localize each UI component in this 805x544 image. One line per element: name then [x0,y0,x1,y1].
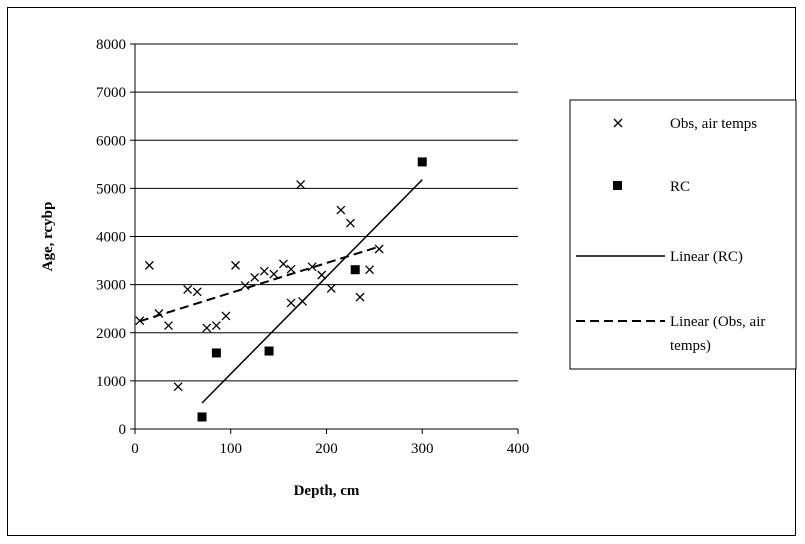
obs-air-temps-point [231,260,240,270]
y-axis-title: Age, rcybp [40,202,56,272]
legend-label: Linear (RC) [670,249,743,265]
y-tick-label: 3000 [96,278,126,294]
trendline-obs [139,245,380,323]
rc-point [197,412,207,422]
gridlines [135,43,518,382]
x-tick-label: 400 [507,441,530,457]
x-tick-label: 0 [131,441,139,457]
obs-air-temps-point [278,259,288,269]
obs-air-temps-point [336,205,346,215]
rc-point [417,157,427,167]
x-tick-label: 200 [315,441,338,457]
legend-marker-square [613,181,622,190]
obs-air-temps-point [221,311,231,321]
legend-label: Linear (Obs, air [670,314,765,330]
legend-marker-x [613,118,623,128]
y-tick-label: 1000 [96,374,126,390]
legend-label: Obs, air temps [670,116,757,132]
x-tick-label: 100 [220,441,243,457]
obs-air-temps-point [173,382,183,392]
obs-air-temps-point [240,281,250,291]
y-tick-label: 4000 [96,230,126,246]
x-axis-title: Depth, cm [294,483,360,499]
obs-air-temps-point [259,266,269,276]
trendline-rc [201,179,423,404]
rc-point [264,346,274,356]
obs-air-temps-point [144,260,154,270]
legend-label: RC [670,179,690,195]
obs-air-temps-point [164,321,173,330]
obs-air-temps-point [269,269,279,279]
obs-air-temps-point [202,323,212,333]
obs-air-temps-point [317,270,327,280]
axes [130,43,519,434]
x-tick-labels: 0 100 200 300 400 [131,441,529,457]
y-tick-label: 5000 [96,181,126,197]
legend-label: temps) [670,338,711,354]
obs-air-temps-point [374,244,384,254]
y-tick-label: 7000 [96,85,126,101]
legend: Obs, air temps RC Linear (RC) Linear (Obs, … [569,99,797,370]
obs-air-temps-point [326,284,336,293]
obs-air-temps-point [365,265,375,275]
plot-series [135,157,427,422]
y-tick-label: 2000 [96,326,126,342]
obs-air-temps-point [345,218,355,228]
obs-air-temps-point [183,284,193,294]
y-tick-label: 6000 [96,133,126,149]
chart-svg: 0 1000 2000 3000 4000 5000 6000 7000 8000 0 100 20… [40,37,797,499]
obs-air-temps-point [296,180,306,189]
y-tick-label: 8000 [96,37,126,53]
x-tick-label: 300 [411,441,434,457]
rc-point [211,348,221,358]
y-tick-labels: 0 1000 2000 3000 4000 5000 6000 7000 8000 [96,37,126,438]
obs-air-temps-point [211,321,221,330]
rc-point [350,265,360,275]
obs-air-temps-point [192,287,202,297]
chart-frame: 0 1000 2000 3000 4000 5000 6000 7000 8000 0 100 20… [7,7,797,536]
obs-air-temps-point [307,262,317,272]
obs-air-temps-point [286,264,296,274]
obs-air-temps-point [355,292,365,302]
y-tick-label: 0 [119,422,127,438]
legend-box [569,99,797,370]
obs-air-temps-point [250,272,260,282]
obs-air-temps-point [286,298,296,308]
